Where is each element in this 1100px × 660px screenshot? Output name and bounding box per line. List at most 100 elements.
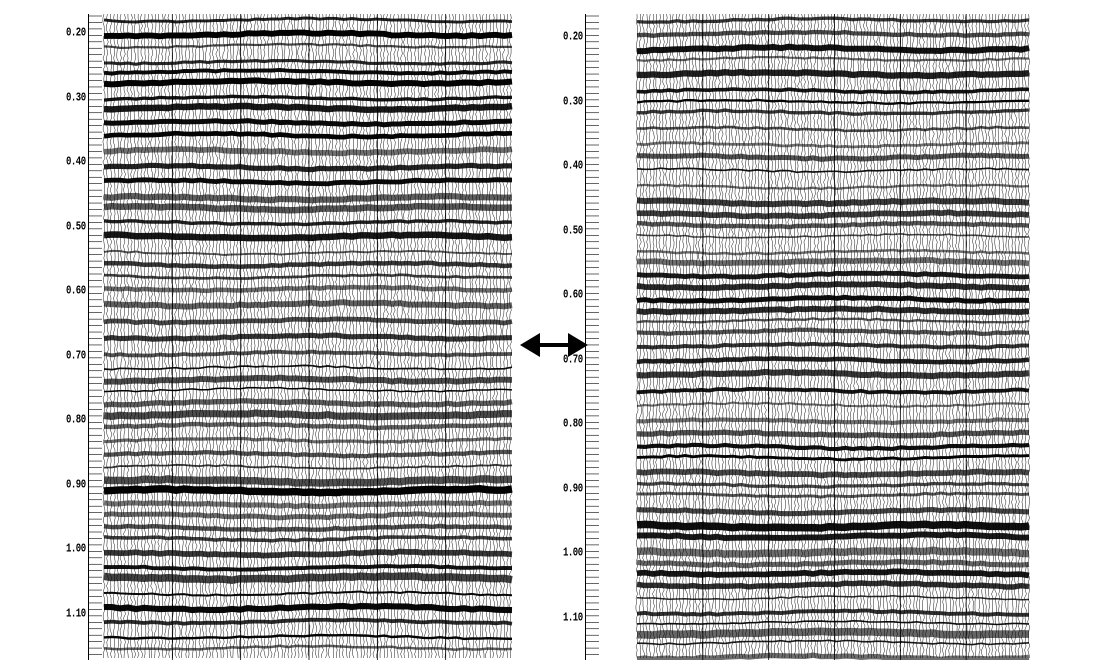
reflector-band — [103, 523, 513, 533]
reflector-band — [636, 16, 1030, 24]
reflector-band — [103, 177, 513, 187]
time-label: 0.20 — [563, 30, 583, 44]
reflector-band — [636, 248, 1030, 256]
reflector-band — [103, 572, 513, 584]
time-axis-line — [585, 14, 586, 660]
time-label: 0.30 — [563, 95, 583, 108]
reflector-band — [636, 68, 1030, 79]
reflector-band — [636, 481, 1030, 489]
reflector-band — [103, 475, 513, 487]
reflector-band — [636, 108, 1030, 116]
reflector-band — [636, 608, 1029, 617]
time-label: 0.30 — [66, 91, 86, 104]
reflector-band — [103, 364, 513, 371]
reflector-band — [103, 398, 513, 408]
reflector-band — [636, 125, 1030, 133]
reflector-band — [636, 506, 1030, 517]
reflector-band — [103, 29, 513, 40]
reflector-band — [636, 368, 1030, 380]
reflector-band — [636, 270, 1030, 280]
seismic-section-right: 0.20 0.30 0.40 0.50 0.60 0.70 0.80 0.90 1.00 1.10 — [563, 14, 1035, 660]
reflector-band — [103, 409, 513, 421]
time-label: 1.10 — [66, 607, 86, 620]
reflector-band — [103, 192, 513, 204]
double-headed-arrow-icon — [520, 333, 588, 357]
reflector-band — [636, 29, 1030, 38]
reflector-band — [636, 209, 1030, 220]
reflector-band — [636, 639, 1030, 646]
reflector-band — [636, 305, 1030, 316]
reflector-band — [636, 327, 1030, 337]
reflector-band — [103, 94, 513, 102]
time-label: 1.00 — [563, 546, 583, 560]
reflector-band — [104, 273, 513, 280]
reflector-band — [636, 197, 1030, 208]
seismic-traces — [585, 14, 1031, 660]
reflector-band — [636, 546, 1030, 558]
time-label: 0.90 — [563, 482, 583, 495]
reflector-band — [637, 43, 1030, 55]
reflector-band — [103, 130, 513, 140]
reflector-band — [636, 232, 1030, 239]
reflector-band — [636, 167, 1030, 174]
reflector-band — [103, 563, 513, 572]
time-label: 0.80 — [66, 413, 86, 427]
reflector-band — [636, 401, 1029, 408]
reflector-band — [636, 98, 1029, 105]
reflector-band — [636, 491, 1030, 499]
reflector-band — [103, 67, 513, 76]
reflector-band — [636, 619, 1030, 626]
time-axis-line — [88, 14, 89, 660]
reflector-band — [636, 386, 1030, 395]
reflector-band — [636, 220, 1030, 230]
time-label: 0.50 — [563, 224, 583, 237]
reflector-band — [103, 284, 513, 294]
reflector-band — [636, 341, 1030, 350]
reflector-band — [103, 162, 513, 173]
reflector-band — [636, 652, 1030, 660]
time-label: 0.80 — [563, 417, 583, 431]
seismic-traces — [88, 14, 513, 660]
reflector-band — [636, 580, 1030, 590]
time-label: 1.00 — [66, 542, 86, 556]
reflector-band — [103, 231, 513, 242]
reflector-band — [103, 249, 513, 256]
reflector-band — [103, 463, 513, 470]
time-label: 0.20 — [66, 26, 86, 40]
reflector-band — [636, 429, 1030, 439]
time-label: 0.90 — [66, 478, 86, 491]
reflector-band — [103, 16, 513, 24]
reflector-band — [636, 317, 1030, 324]
reflector-band — [636, 257, 1030, 267]
reflector-band — [636, 281, 1030, 292]
reflector-band — [637, 531, 1029, 542]
time-label: 1.10 — [563, 611, 583, 624]
reflector-band — [637, 152, 1030, 162]
reflector-band — [636, 417, 1030, 426]
reflector-band — [636, 454, 1030, 462]
time-label: 0.40 — [66, 155, 86, 169]
reflector-band — [636, 294, 1030, 304]
reflector-band — [103, 202, 513, 214]
reflector-band — [636, 468, 1030, 479]
reflector-band — [103, 332, 513, 342]
reflector-band — [103, 590, 513, 597]
reflector-band — [103, 421, 513, 431]
reflector-band — [103, 484, 513, 497]
reflector-band — [103, 102, 513, 114]
reflector-band — [636, 594, 1030, 601]
reflector-band — [636, 627, 1030, 639]
reflector-band — [103, 260, 513, 270]
time-label: 0.60 — [66, 284, 86, 298]
reflector-band — [636, 442, 1030, 452]
reflector-band — [636, 568, 1030, 579]
reflector-band — [636, 55, 1030, 63]
reflector-band — [636, 356, 1030, 365]
reflector-band — [103, 534, 513, 543]
reflector-band — [103, 548, 513, 559]
reflector-band — [103, 146, 513, 157]
time-label: 0.40 — [563, 159, 583, 173]
reflector-band — [104, 58, 513, 66]
reflector-band — [636, 141, 1030, 149]
reflector-band — [636, 559, 1030, 569]
